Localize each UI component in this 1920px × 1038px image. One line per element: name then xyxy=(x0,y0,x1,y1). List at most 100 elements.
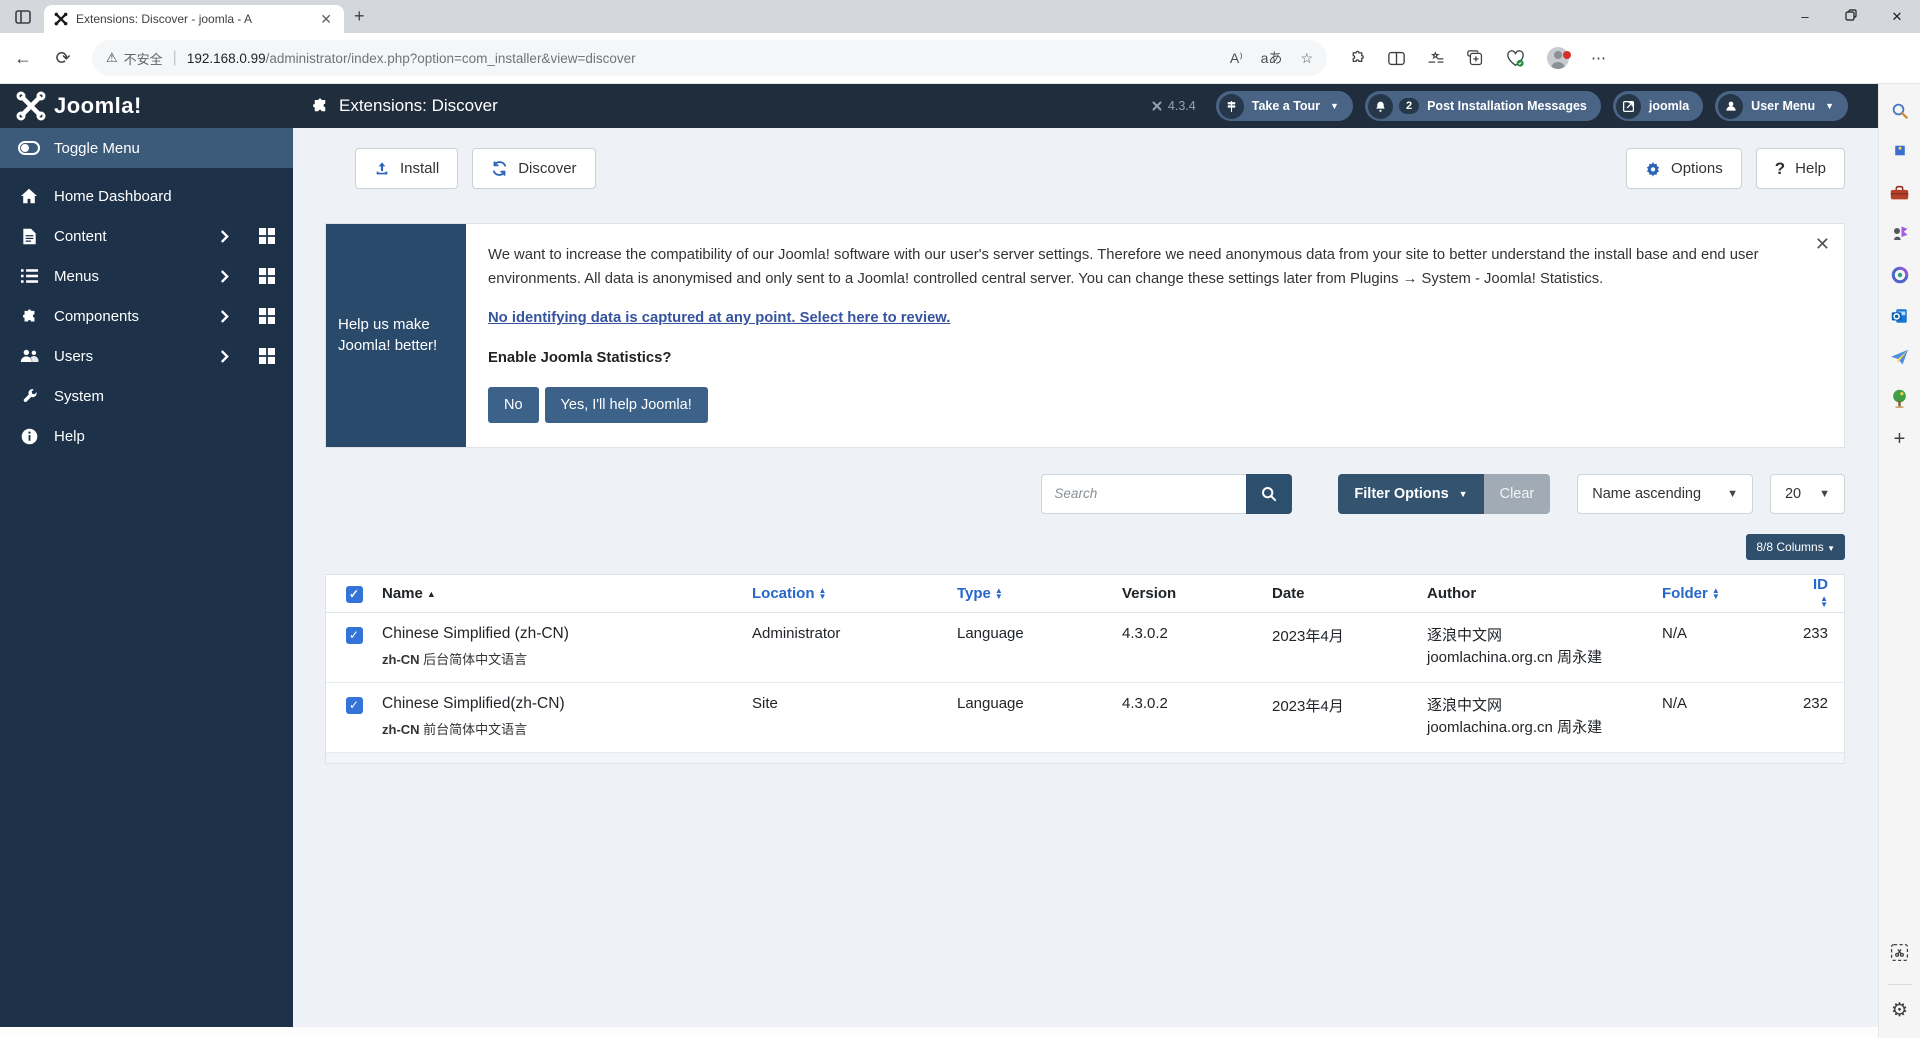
tab-actions-menu-icon[interactable] xyxy=(8,5,38,29)
table-row: ✓ Chinese Simplified (zh-CN) zh-CN 后台简体中… xyxy=(326,613,1844,683)
rail-divider xyxy=(1887,984,1912,985)
search-button[interactable] xyxy=(1246,473,1293,514)
statistics-no-button[interactable]: No xyxy=(488,386,539,423)
tree-icon[interactable] xyxy=(1887,385,1913,411)
refresh-button[interactable]: ⟳ xyxy=(55,47,71,68)
post-installation-messages-button[interactable]: 2 Post Installation Messages xyxy=(1364,91,1601,121)
table-row: ✓ Chinese Simplified(zh-CN) zh-CN 前台简体中文… xyxy=(326,683,1844,753)
site-preview-button[interactable]: joomla xyxy=(1612,91,1704,121)
statistics-review-link[interactable]: No identifying data is captured at any p… xyxy=(488,310,951,327)
brand-name: Joomla! xyxy=(54,93,142,118)
sort-order-select[interactable]: Name ascending ▼ xyxy=(1577,473,1753,514)
joomla-favicon xyxy=(54,12,68,26)
new-tab-button[interactable]: + xyxy=(354,6,365,26)
sidebar-item-menus[interactable]: Menus xyxy=(0,256,293,296)
sidebar-toggle-menu[interactable]: Toggle Menu xyxy=(0,128,293,168)
dashboard-grid-icon[interactable] xyxy=(259,348,275,364)
columns-toggle-button[interactable]: 8/8 Columns ▼ xyxy=(1746,533,1845,560)
statistics-panel-side: Help us make Joomla! better! xyxy=(326,224,466,447)
extensions-icon[interactable] xyxy=(1349,50,1366,67)
favorites-icon[interactable] xyxy=(1427,50,1445,66)
translate-icon[interactable]: aあ xyxy=(1260,50,1283,66)
notification-count-badge: 2 xyxy=(1398,98,1420,114)
id-cell: 233 xyxy=(1802,624,1828,642)
security-label[interactable]: 不安全 xyxy=(123,51,163,67)
column-header-name[interactable]: Name ▲ xyxy=(382,584,436,602)
chevron-down-icon: ▼ xyxy=(1458,488,1468,499)
options-button[interactable]: Options xyxy=(1626,148,1742,189)
document-icon xyxy=(18,228,40,245)
joomla-admin-page: Joomla! Extensions: Discover 4.3.4 Take … xyxy=(0,84,1878,1038)
user-menu-button[interactable]: User Menu ▼ xyxy=(1715,91,1848,121)
sidebar-item-home-dashboard[interactable]: Home Dashboard xyxy=(0,176,293,216)
back-button[interactable]: ← xyxy=(14,47,32,68)
customize-sidebar-plus-icon[interactable]: + xyxy=(1893,427,1906,450)
favorite-star-icon[interactable]: ☆ xyxy=(1300,49,1313,66)
shopping-icon[interactable] xyxy=(1887,139,1913,165)
browser-tab-strip: Extensions: Discover - joomla - A ✕ + – … xyxy=(0,0,1920,33)
row-checkbox[interactable]: ✓ xyxy=(345,696,363,714)
statistics-yes-button[interactable]: Yes, I'll help Joomla! xyxy=(544,386,708,423)
sort-icon: ▲ ▼ xyxy=(818,585,827,601)
browser-viewport: Joomla! Extensions: Discover 4.3.4 Take … xyxy=(0,84,1920,1038)
dashboard-grid-icon[interactable] xyxy=(259,268,275,284)
dashboard-grid-icon[interactable] xyxy=(259,308,275,324)
filter-bar: Filter Options ▼ Clear Name ascending ▼ … xyxy=(293,448,1878,514)
sidebar-search-icon[interactable] xyxy=(1887,98,1913,124)
statistics-question: Enable Joomla Statistics? xyxy=(488,350,672,367)
sidebar-settings-gear-icon[interactable]: ⚙ xyxy=(1890,999,1909,1021)
minimize-button[interactable]: – xyxy=(1801,9,1809,24)
column-header-id[interactable]: ID▲ ▼ xyxy=(1813,576,1828,610)
chevron-down-icon: ▼ xyxy=(1330,101,1339,111)
admin-header: Joomla! Extensions: Discover 4.3.4 Take … xyxy=(0,84,1878,128)
sidebar-item-content[interactable]: Content xyxy=(0,216,293,256)
tools-icon[interactable] xyxy=(1887,180,1913,206)
joomla-statistics-panel: Help us make Joomla! better! We want to … xyxy=(325,223,1845,448)
help-button[interactable]: ? Help xyxy=(1755,148,1845,189)
joomla-logo-icon xyxy=(16,91,46,121)
sidebar-item-users[interactable]: Users xyxy=(0,336,293,376)
author-cell: 逐浪中文网 joomlachina.org.cn 周永建 xyxy=(1427,696,1603,737)
tab-close-icon[interactable]: ✕ xyxy=(320,10,332,27)
microsoft365-icon[interactable] xyxy=(1887,262,1913,288)
sidebar-item-components[interactable]: Components xyxy=(0,296,293,336)
bell-icon xyxy=(1367,93,1393,119)
row-checkbox[interactable]: ✓ xyxy=(345,626,363,644)
chevron-down-icon: ▼ xyxy=(1825,101,1834,111)
chevron-right-icon xyxy=(220,229,229,243)
column-header-type[interactable]: Type ▲ ▼ xyxy=(957,584,1003,602)
search-input[interactable] xyxy=(1041,473,1247,514)
clear-button[interactable]: Clear xyxy=(1483,473,1551,514)
install-button[interactable]: Install xyxy=(355,148,459,189)
browser-menu-icon[interactable]: ⋯ xyxy=(1591,50,1607,67)
dashboard-grid-icon[interactable] xyxy=(259,228,275,244)
select-all-checkbox[interactable]: ✓ xyxy=(345,585,363,603)
web-capture-icon[interactable] xyxy=(1887,939,1913,965)
restore-button[interactable] xyxy=(1828,9,1874,24)
filter-options-button[interactable]: Filter Options ▼ xyxy=(1338,473,1484,514)
outlook-icon[interactable] xyxy=(1887,303,1913,329)
collections-icon[interactable] xyxy=(1467,49,1484,67)
read-aloud-icon[interactable]: A⁾ xyxy=(1229,49,1243,66)
browser-tab[interactable]: Extensions: Discover - joomla - A ✕ xyxy=(44,5,344,33)
column-header-folder[interactable]: Folder ▲ ▼ xyxy=(1662,584,1720,602)
take-a-tour-button[interactable]: Take a Tour ▼ xyxy=(1215,91,1353,121)
home-icon xyxy=(18,188,40,204)
url-field[interactable]: ⚠ 不安全 | 192.168.0.99/administrator/index… xyxy=(92,40,1327,76)
gear-icon xyxy=(1645,161,1661,177)
split-screen-icon[interactable] xyxy=(1388,51,1405,66)
close-window-button[interactable]: ✕ xyxy=(1891,8,1903,24)
table-footer xyxy=(326,752,1844,763)
discover-button[interactable]: Discover xyxy=(472,148,596,189)
page-size-select[interactable]: 20 ▼ xyxy=(1769,473,1845,514)
column-header-location[interactable]: Location ▲ ▼ xyxy=(752,584,827,602)
statistics-message: We want to increase the compatibility of… xyxy=(488,247,1759,287)
date-cell: 2023年4月 xyxy=(1272,627,1344,645)
games-icon[interactable] xyxy=(1887,221,1913,247)
close-icon[interactable]: ✕ xyxy=(1814,234,1830,254)
sidebar-item-help[interactable]: Help xyxy=(0,416,293,456)
drop-icon[interactable] xyxy=(1887,344,1913,370)
browser-essentials-icon[interactable] xyxy=(1506,49,1525,67)
sidebar-item-system[interactable]: System xyxy=(0,376,293,416)
profile-avatar[interactable] xyxy=(1547,47,1571,69)
